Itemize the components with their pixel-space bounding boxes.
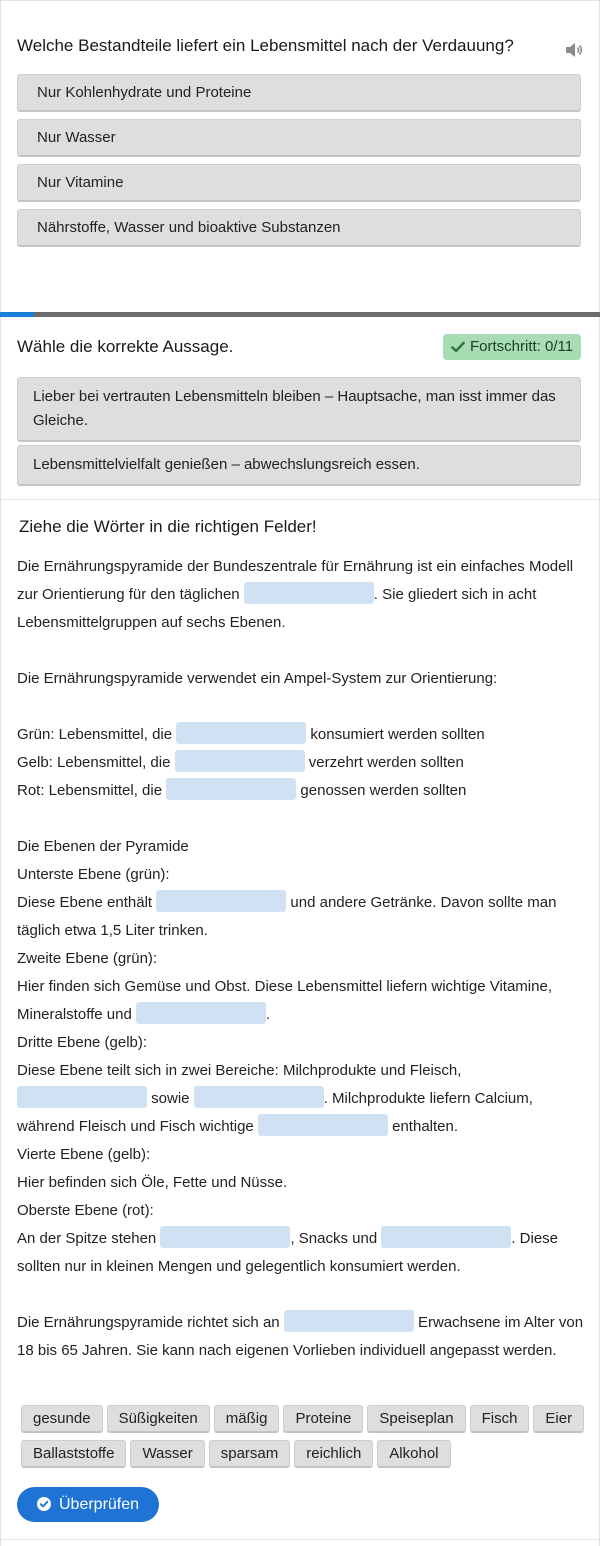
line-gelb: Gelb: Lebensmittel, die verzehrt werden … xyxy=(17,749,589,777)
drop-zone-6[interactable] xyxy=(135,1002,266,1024)
progress-badge-label: Fortschritt: 0/11 xyxy=(470,338,574,355)
question1-title: Welche Bestandteile liefert ein Lebensmi… xyxy=(17,36,514,55)
drop-zone-4[interactable] xyxy=(166,778,297,800)
speaker-icon[interactable] xyxy=(565,41,585,59)
word-chip[interactable]: Speiseplan xyxy=(367,1405,466,1433)
heading-ebene-1: Unterste Ebene (grün): xyxy=(17,866,170,883)
line-gruen: Grün: Lebensmittel, die konsumiert werde… xyxy=(17,721,589,749)
word-chip[interactable]: reichlich xyxy=(294,1440,374,1468)
drop-zone-10[interactable] xyxy=(160,1226,291,1248)
word-chip[interactable]: Alkohol xyxy=(377,1440,451,1468)
word-chip[interactable]: mäßig xyxy=(213,1405,280,1433)
statement-option-2[interactable]: Lebensmittelvielfalt genießen – abwechsl… xyxy=(17,445,581,486)
heading-ebene-3: Dritte Ebene (gelb): xyxy=(17,1034,148,1051)
text-ebene-2: Hier finden sich Gemüse und Obst. Diese … xyxy=(17,978,552,1024)
word-chip[interactable]: Proteine xyxy=(283,1405,364,1433)
drop-zone-9[interactable] xyxy=(257,1114,388,1136)
drop-zone-5[interactable] xyxy=(156,890,287,912)
check-circle-icon xyxy=(37,1497,51,1511)
check-button-label: Überprüfen xyxy=(59,1496,140,1513)
drop-zone-7[interactable] xyxy=(17,1086,147,1108)
answer-option-1[interactable]: Nur Kohlenhydrate und Proteine xyxy=(17,74,581,112)
cloze-text: Die Ernährungspyramide der Bundeszentral… xyxy=(17,553,589,1365)
line-rot: Rot: Lebensmittel, die genossen werden s… xyxy=(17,777,589,805)
word-chip[interactable]: Ballaststoffe xyxy=(21,1440,127,1468)
word-chip[interactable]: Süßigkeiten xyxy=(106,1405,210,1433)
text-ebene-3: Diese Ebene teilt sich in zwei Bereiche:… xyxy=(17,1062,533,1136)
word-chip[interactable]: gesunde xyxy=(21,1405,103,1433)
word-chip[interactable]: sparsam xyxy=(208,1440,291,1468)
text-ebene-5: An der Spitze stehen , Snacks und . Dies… xyxy=(17,1225,589,1281)
paragraph-intro: Die Ernährungspyramide der Bundeszentral… xyxy=(17,558,574,631)
bottom-divider xyxy=(0,1539,600,1540)
heading-ebenen: Die Ebenen der Pyramide xyxy=(17,838,189,855)
progress-bar xyxy=(0,312,600,317)
drop-zone-2[interactable] xyxy=(176,722,307,744)
heading-ebene-2: Zweite Ebene (grün): xyxy=(17,950,158,967)
progress-bar-fill xyxy=(0,312,35,317)
word-chip[interactable]: Eier xyxy=(533,1405,585,1433)
answer-option-3[interactable]: Nur Vitamine xyxy=(17,164,581,202)
check-button[interactable]: Überprüfen xyxy=(17,1487,160,1522)
drop-zone-1[interactable] xyxy=(243,582,374,604)
drop-zone-3[interactable] xyxy=(174,750,305,772)
word-chip[interactable]: Fisch xyxy=(469,1405,530,1433)
top-divider xyxy=(0,0,600,1)
text-ebene-1: Diese Ebene enthält und andere Getränke.… xyxy=(17,889,589,945)
left-border xyxy=(0,0,1,1546)
text-ebene-4: Hier befinden sich Öle, Fette und Nüsse. xyxy=(17,1174,288,1191)
answer-option-4[interactable]: Nährstoffe, Wasser und bioaktive Substan… xyxy=(17,209,581,247)
statement-option-1[interactable]: Lieber bei vertrauten Lebensmitteln blei… xyxy=(17,377,581,442)
question2-title: Wähle die korrekte Aussage. xyxy=(17,337,234,356)
checkmark-icon xyxy=(451,341,465,353)
question3-title: Ziehe die Wörter in die richtigen Felder… xyxy=(19,517,317,536)
heading-ebene-5: Oberste Ebene (rot): xyxy=(17,1202,154,1219)
drop-zone-11[interactable] xyxy=(381,1226,512,1248)
paragraph-ampel: Die Ernährungspyramide verwendet ein Amp… xyxy=(17,670,498,687)
word-chip[interactable]: Wasser xyxy=(130,1440,205,1468)
drop-zone-8[interactable] xyxy=(193,1086,324,1108)
word-bank: gesunde Süßigkeiten mäßig Proteine Speisepla… xyxy=(17,1405,589,1475)
paragraph-zielgruppe: Die Ernährungspyramide richtet sich an E… xyxy=(17,1309,589,1365)
drop-zone-12[interactable] xyxy=(283,1310,414,1332)
section-divider xyxy=(0,499,600,500)
progress-badge: Fortschritt: 0/11 xyxy=(443,334,582,360)
answer-option-2[interactable]: Nur Wasser xyxy=(17,119,581,157)
heading-ebene-4: Vierte Ebene (gelb): xyxy=(17,1146,151,1163)
